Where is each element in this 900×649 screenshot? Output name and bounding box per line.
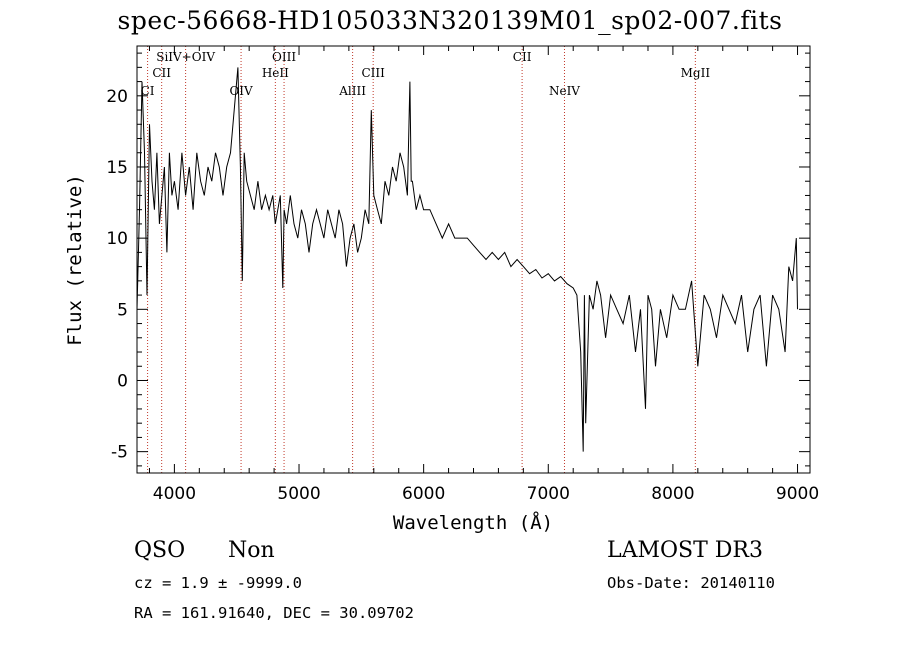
emission-line-label: CI (141, 84, 155, 98)
spectrum-line (136, 67, 798, 452)
x-tick-label: 6000 (402, 484, 445, 504)
emission-line-label: CII (152, 66, 171, 80)
y-tick-label: 0 (117, 371, 128, 391)
redshift-text: cz = 1.9 ± -9999.0 (134, 574, 302, 592)
emission-line-label: MgII (681, 66, 711, 80)
y-tick-label: 20 (106, 87, 128, 107)
plot-frame (136, 45, 811, 474)
y-axis: -5 0 5 10 15 20 (106, 52, 810, 467)
observation-date: Obs-Date: 20140110 (607, 574, 775, 592)
emission-line-markers (147, 46, 696, 473)
object-subclass: Non (228, 538, 275, 563)
x-tick-label: 5000 (277, 484, 320, 504)
y-tick-label: 5 (117, 300, 128, 320)
emission-line-labels: CI CII SiIV+OIV OIV HeII OIII AlIII CIII CII NeIV… (141, 50, 711, 98)
emission-line-label: CII (513, 50, 532, 64)
y-axis-label: Flux (relative) (64, 174, 86, 346)
x-tick-label: 4000 (153, 484, 196, 504)
emission-line-label: OIII (272, 50, 296, 64)
y-tick-label: 15 (106, 158, 128, 178)
chart-title: spec-56668-HD105033N320139M01_sp02-007.f… (117, 6, 783, 35)
object-class: QSO (134, 538, 186, 563)
x-tick-label: 9000 (776, 484, 819, 504)
x-tick-label: 8000 (651, 484, 694, 504)
y-tick-label: -5 (111, 443, 128, 463)
emission-line-label: OIV (229, 84, 253, 98)
coordinates-text: RA = 161.91640, DEC = 30.09702 (134, 604, 414, 622)
emission-line-label: NeIV (549, 84, 580, 98)
x-axis-label: Wavelength (Å) (393, 511, 553, 534)
x-axis: 4000 5000 6000 7000 8000 9000 (148, 46, 819, 504)
x-tick-label: 7000 (527, 484, 570, 504)
emission-line-label: HeII (262, 66, 289, 80)
survey-name: LAMOST DR3 (607, 538, 763, 563)
y-tick-label: 10 (106, 229, 128, 249)
emission-line-label: SiIV+OIV (156, 50, 215, 64)
emission-line-label: AlIII (338, 84, 366, 98)
emission-line-label: CIII (361, 66, 385, 80)
